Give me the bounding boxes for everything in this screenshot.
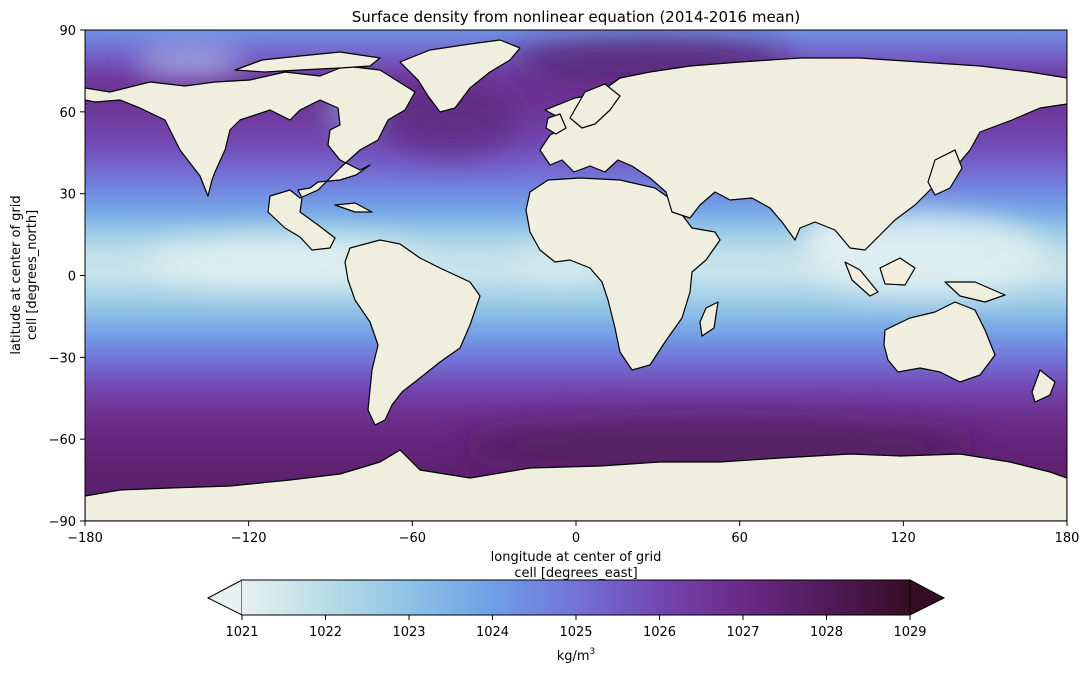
x-tick-label: 0 [572,531,580,546]
colorbar-tick-label: 1027 [726,625,759,640]
y-axis-label-line1: latitude at center of grid [9,195,24,354]
y-tick-label: 60 [59,106,76,121]
x-tick-label: 120 [891,531,916,546]
british-isles [545,113,567,135]
canadian-archipelago [234,51,381,73]
indonesia-borneo [879,257,916,286]
colorbar-tick-label: 1025 [559,625,592,640]
x-tick-label: −60 [399,531,426,546]
x-tick-label: 180 [1055,531,1080,546]
x-tick-label: −180 [67,531,103,546]
colorbar-tick-label: 1022 [309,625,342,640]
chart-title: Surface density from nonlinear equation … [352,8,800,26]
new-guinea [944,281,1006,303]
colorbar-label-superscript: 3 [590,647,596,657]
x-tick-label: −120 [231,531,267,546]
y-tick-label: −30 [49,351,76,366]
australia [883,301,996,383]
japan [927,149,963,196]
colorbar-tick-label: 1021 [225,625,258,640]
south-america [344,239,481,426]
x-axis-label-line2: cell [degrees_east] [514,566,637,581]
scandinavia [569,83,621,129]
eurasia [539,57,1067,251]
north-atlantic-dense-anomaly [380,85,520,155]
y-tick-label: −60 [49,433,76,448]
y-axis-ticks: 90 60 30 0 −30 −60 −90 [49,24,85,530]
y-axis-label-line2: cell [degrees_north] [25,210,40,340]
colorbar-ticks: 1021 1022 1023 1024 1025 1026 1027 1028 1029 [225,615,927,640]
colorbar-label: kg/m3 [557,647,596,664]
cuba [334,202,373,213]
antarctica [85,449,1067,521]
map-panel [85,30,1067,521]
north-pacific-fresh-anomaly [135,47,245,77]
x-axis-label-line1: longitude at center of grid [491,550,662,565]
new-zealand [1031,369,1056,403]
colorbar-tick-label: 1026 [643,625,676,640]
colorbar-tick-label: 1024 [476,625,509,640]
colorbar-extend-min [206,579,243,616]
y-tick-label: 0 [68,270,76,285]
colorbar: 1021 1022 1023 1024 1025 1026 1027 1028 1029 kg/… [206,579,946,664]
madagascar [699,301,719,337]
colorbar-tick-label: 1023 [392,625,425,640]
x-tick-label: 60 [731,531,748,546]
y-tick-label: 30 [59,188,76,203]
x-axis-ticks: −180 −120 −60 0 60 120 180 [67,521,1079,546]
colorbar-body [242,580,910,615]
africa [525,177,721,371]
north-america [85,65,416,251]
sumatra [844,261,879,297]
landmasses [85,39,1067,521]
greenland [399,39,521,113]
colorbar-extend-max [909,579,946,616]
colorbar-tick-label: 1029 [893,625,926,640]
colorbar-tick-label: 1028 [810,625,843,640]
y-tick-label: 90 [59,24,76,39]
colorbar-label-unit: kg/m [557,649,590,664]
y-tick-label: −90 [49,515,76,530]
